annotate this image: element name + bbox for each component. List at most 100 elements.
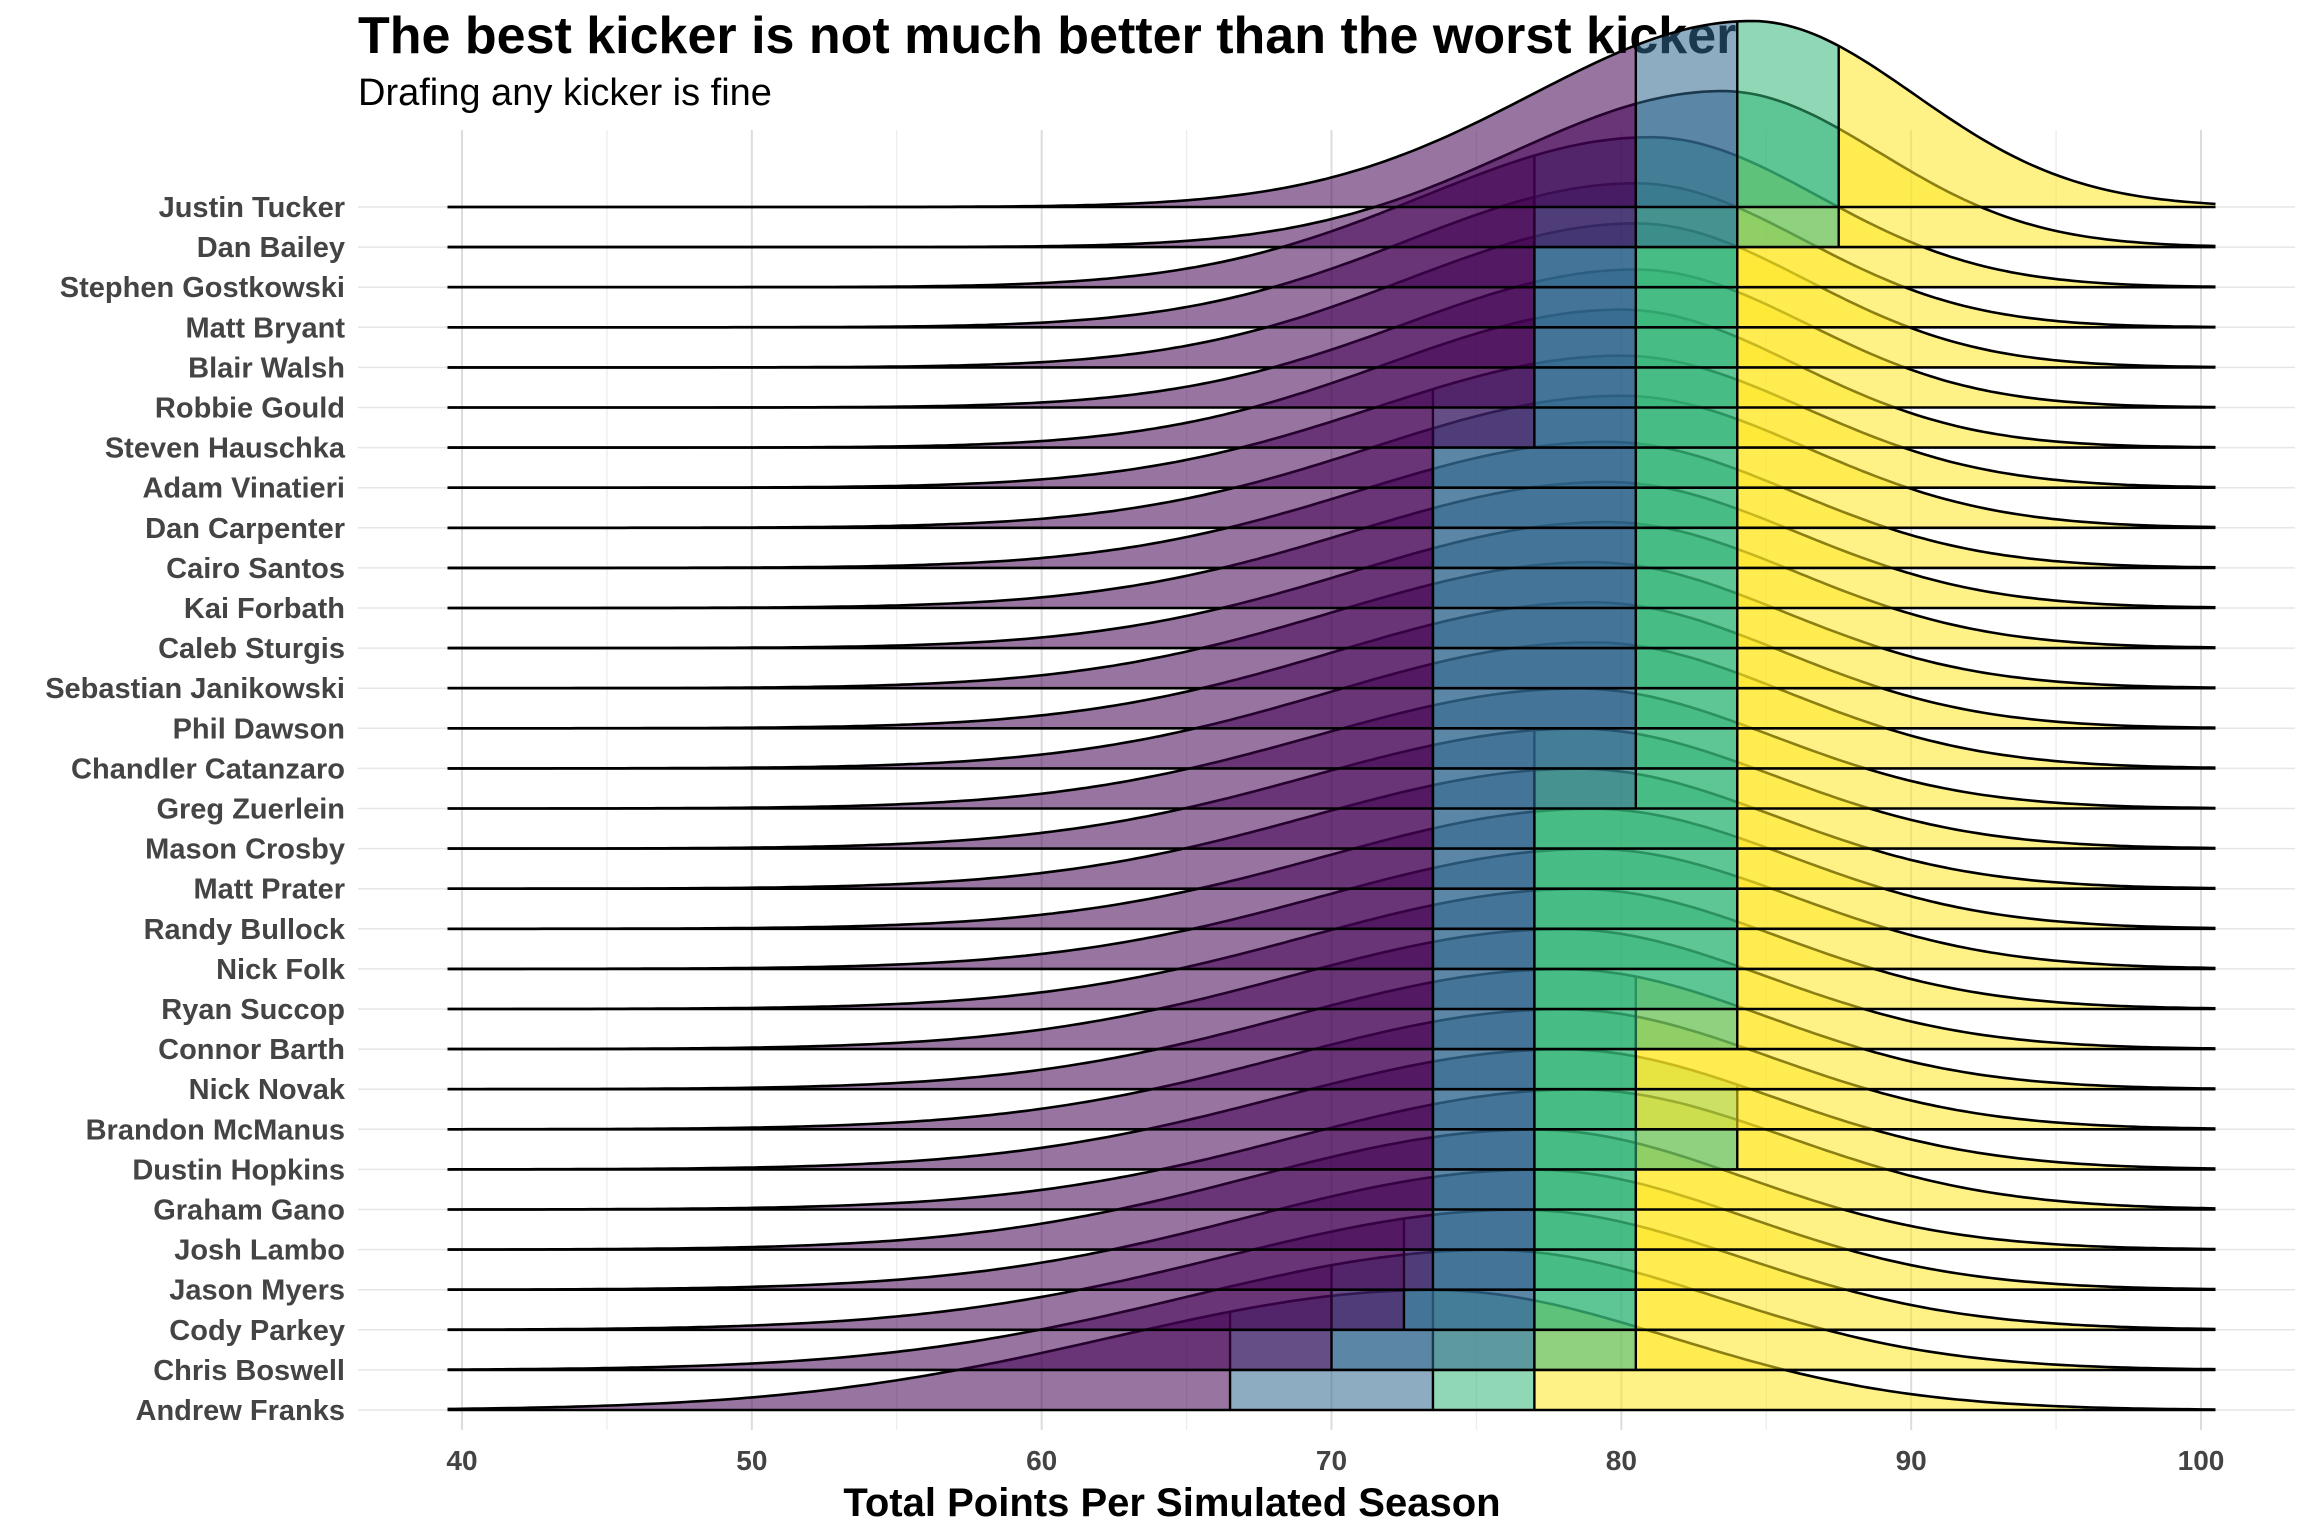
y-tick-label: Justin Tucker (159, 192, 345, 224)
x-tick-label: 60 (1026, 1445, 1057, 1476)
y-tick-label: Nick Folk (216, 954, 346, 986)
ridge-quartile-fill (447, 705, 1433, 809)
y-tick-label: Caleb Sturgis (158, 633, 345, 665)
ridge-quartile-fill (1737, 548, 2216, 649)
y-tick-label: Steven Hauschka (105, 433, 346, 465)
ridge-quartile-fill (1635, 976, 2216, 1090)
ridge-quartile-fill (447, 45, 1636, 207)
y-tick-label: Nick Novak (189, 1074, 346, 1106)
ridge-quartile-fill (447, 828, 1433, 929)
ridge-quartile-fill (1737, 762, 2216, 849)
ridge-quartile-fill (1737, 921, 2216, 1009)
ridge-quartile-fill (1737, 966, 2216, 1050)
ridge-quartile-fill (447, 1021, 1433, 1130)
ridge-quartile-fill (447, 155, 1535, 288)
ridge-quartile-fill (447, 1218, 1404, 1330)
ridge-quartile-fill (1635, 1182, 2216, 1290)
ridge-quartile-fill (1838, 128, 2216, 248)
y-tick-label: Randy Bullock (144, 914, 346, 946)
ridge-quartile-fill (1737, 593, 2216, 689)
ridge-quartile-fill (447, 1311, 1231, 1410)
ridge-quartile-fill (447, 196, 1535, 328)
y-tick-label: Josh Lambo (174, 1235, 345, 1267)
x-tick-label: 80 (1606, 1445, 1637, 1476)
ridge-quartile-fill (447, 548, 1433, 649)
y-tick-label: Blair Walsh (188, 352, 345, 384)
ridge-quartile-fill (447, 1265, 1332, 1370)
y-tick-label: Stephen Gostkowski (60, 272, 345, 304)
y-tick-label: Adam Vinatieri (142, 473, 345, 505)
ridge-quartile-fill (1737, 633, 2216, 729)
chart-title: The best kicker is not much better than … (358, 7, 1737, 65)
x-tick-label: 100 (2178, 1445, 2225, 1476)
ridge-quartile-fill (1635, 1016, 2216, 1130)
ridge-quartile-fill (1635, 1225, 2216, 1330)
ridge-quartile-fill (447, 584, 1433, 689)
ridge-quartile-fill (447, 389, 1433, 488)
ridge-quartile-fill (447, 982, 1433, 1090)
ridge-quartile-fill (1737, 337, 2216, 448)
y-tick-label: Matt Bryant (185, 312, 345, 344)
ridge-quartile-fill (447, 468, 1433, 568)
ridge-quartile-fill (447, 318, 1535, 448)
ridge-quartile-fill (1737, 837, 2216, 929)
ridge-quartile-fill (1737, 508, 2216, 608)
ridge-quartile-fill (447, 1177, 1433, 1290)
x-tick-label: 40 (446, 1445, 477, 1476)
y-tick-label: Chandler Catanzaro (71, 753, 345, 785)
ridge-quartile-fill (1534, 1300, 2216, 1410)
y-tick-label: Phil Dawson (173, 713, 345, 745)
y-tick-label: Ryan Succop (161, 994, 345, 1026)
ridge-quartile-fill (447, 1104, 1433, 1210)
ridge-quartile-fill (447, 663, 1433, 769)
y-tick-labels: Andrew Franks Chris Boswell Cody Parkey Jas… (45, 192, 346, 1427)
y-tick-label: Sebastian Janikowski (45, 673, 345, 705)
y-tick-label: Graham Gano (153, 1195, 345, 1227)
x-tick-label: 50 (736, 1445, 767, 1476)
ridge-quartile-fill (1635, 1094, 2216, 1210)
y-tick-label: Brandon McManus (86, 1114, 345, 1146)
x-tick-label: 90 (1896, 1445, 1927, 1476)
ridge-quartile-fill (1737, 21, 1839, 207)
y-tick-label: Andrew Franks (136, 1395, 346, 1427)
ridge-quartile-fill (447, 282, 1535, 408)
ridge-quartile-fill (447, 508, 1433, 608)
ridge-quartile-fill (1737, 207, 2216, 328)
y-tick-label: Matt Prater (194, 874, 346, 906)
ridge-quartile-fill (1838, 45, 2216, 207)
y-tick-label: Mason Crosby (145, 834, 345, 866)
ridge-quartile-fill (447, 428, 1433, 528)
ridge-quartile-fill (447, 624, 1433, 729)
y-tick-label: Greg Zuerlein (156, 794, 345, 826)
ridge-quartile-fill (447, 103, 1636, 248)
y-tick-label: Kai Forbath (184, 593, 345, 625)
y-tick-label: Cody Parkey (169, 1315, 345, 1347)
ridge-quartile-fill (447, 785, 1433, 889)
ridge-quartile-fill (1737, 246, 2216, 368)
y-tick-label: Jason Myers (169, 1275, 345, 1307)
ridge-quartile-fill (1737, 469, 2216, 568)
ridge-quartile-fill (1737, 1084, 2216, 1170)
chart-subtitle: Drafing any kicker is fine (358, 72, 772, 114)
ridge-layer (447, 19, 2216, 1412)
ridge-quartile-fill (447, 1061, 1433, 1170)
ridge-quartile-fill (447, 745, 1433, 849)
ridge-quartile-fill (1635, 1272, 2216, 1370)
y-tick-label: Connor Barth (158, 1034, 345, 1066)
ridge-quartile-fill (1737, 876, 2216, 969)
ridge-quartile-fill (1737, 673, 2216, 769)
x-tick-labels: 40 50 60 70 80 90 100 (446, 1445, 2224, 1476)
ridge-quartile-fill (1737, 156, 2216, 288)
ridge-quartile-fill (1737, 722, 2216, 809)
ridge-quartile-fill (447, 905, 1433, 1009)
y-tick-label: Dustin Hopkins (132, 1154, 345, 1186)
ridge-quartile-fill (1635, 21, 1738, 207)
ridge-quartile-fill (1635, 1142, 2216, 1250)
ridge-quartile-fill (447, 236, 1535, 368)
ridge-quartile-fill (447, 1137, 1433, 1250)
x-tick-label: 70 (1316, 1445, 1347, 1476)
y-tick-label: Robbie Gould (155, 393, 345, 425)
ridge-quartile-fill (1737, 802, 2216, 889)
y-tick-label: Cairo Santos (166, 553, 345, 585)
